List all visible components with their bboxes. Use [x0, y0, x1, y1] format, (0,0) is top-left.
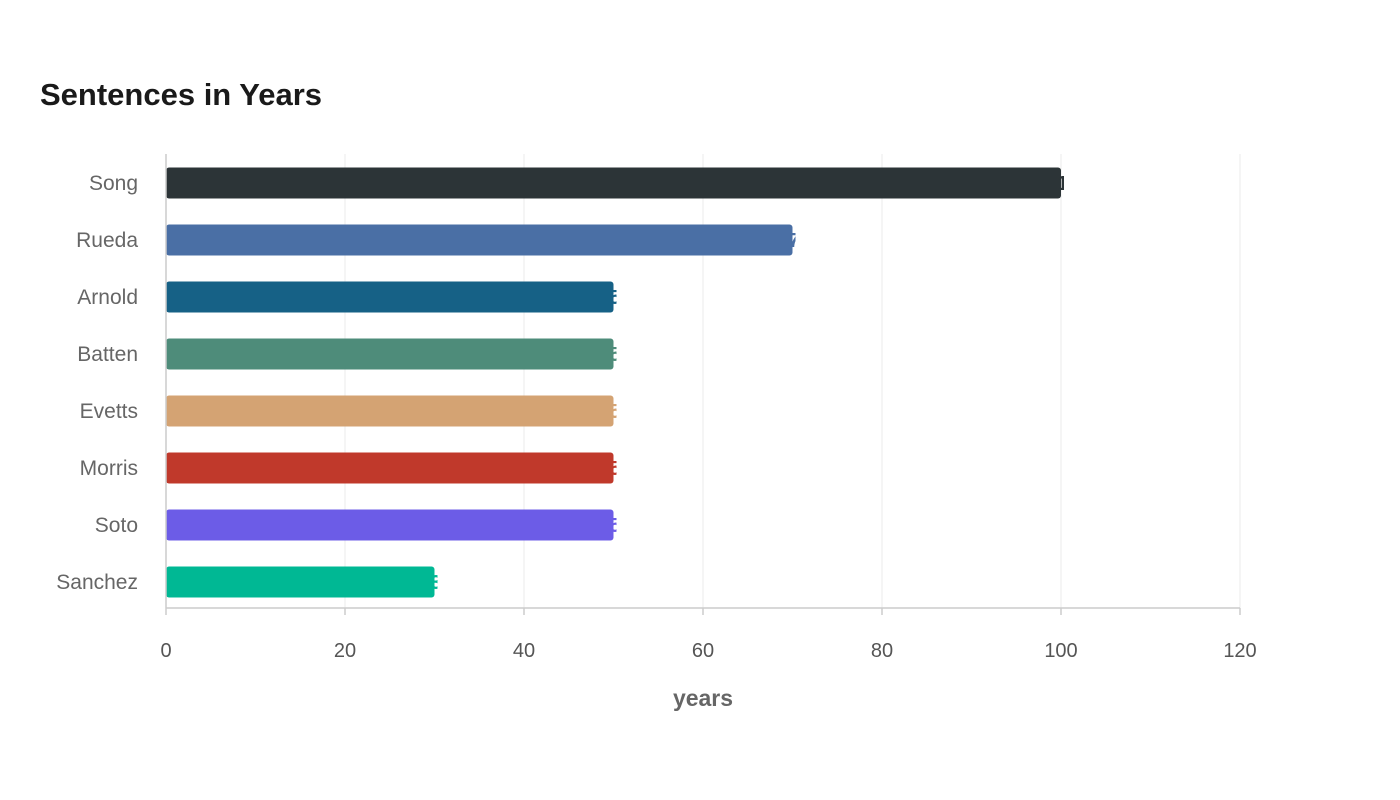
y-category-label: Sanchez	[56, 571, 138, 594]
label-layer: 0 20 40 60 80 100 120 Song 100 Rueda 70 Arnold 50 Bat…	[56, 172, 1256, 662]
value-label-batten: 50	[610, 344, 632, 366]
bar-arnold	[166, 281, 614, 313]
y-category-label: Song	[89, 172, 138, 195]
y-category-label: Arnold	[77, 286, 138, 309]
bar-batten	[166, 338, 614, 370]
y-category-label: Evetts	[80, 400, 138, 423]
x-tick-label: 0	[160, 640, 171, 662]
axis-layer	[165, 154, 1241, 615]
x-axis-title: years	[673, 685, 733, 711]
value-label-evetts: 50	[610, 401, 632, 423]
y-category-label: Rueda	[76, 229, 138, 252]
y-category-label: Morris	[80, 457, 138, 480]
x-tick-label: 100	[1044, 640, 1077, 662]
y-category-label: Soto	[95, 514, 138, 537]
bar-morris	[166, 452, 614, 484]
x-tick-label: 40	[513, 640, 535, 662]
value-label-arnold: 50	[610, 287, 632, 309]
x-tick-label: 20	[334, 640, 356, 662]
bar-sanchez	[166, 566, 435, 598]
x-tick-label: 60	[692, 640, 714, 662]
x-tick-label: 80	[871, 640, 893, 662]
x-tick-label: 120	[1223, 640, 1256, 662]
value-label-song: 100	[1057, 173, 1090, 195]
bar-soto	[166, 509, 614, 541]
bar-layer	[166, 167, 1061, 598]
bar-evetts	[166, 395, 614, 427]
chart-title: Sentences in Years	[40, 77, 323, 112]
value-label-morris: 50	[610, 458, 632, 480]
bar-song	[166, 167, 1061, 199]
value-label-sanchez: 30	[431, 572, 453, 594]
bar-rueda	[166, 224, 793, 256]
value-label-rueda: 70	[789, 230, 811, 252]
y-category-label: Batten	[77, 343, 138, 366]
value-label-soto: 50	[610, 515, 632, 537]
